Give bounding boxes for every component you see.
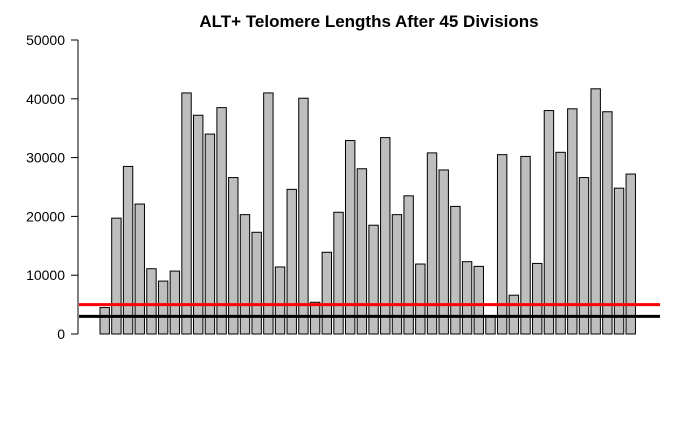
bar bbox=[473, 265, 484, 335]
bar bbox=[204, 133, 216, 335]
bar bbox=[193, 114, 204, 335]
bar bbox=[99, 307, 110, 335]
bars bbox=[99, 88, 636, 335]
bar bbox=[309, 301, 321, 335]
y-tick-label: 30000 bbox=[26, 150, 65, 166]
bar bbox=[157, 280, 169, 335]
bar bbox=[438, 169, 449, 335]
bar bbox=[567, 108, 578, 335]
bar bbox=[239, 214, 251, 335]
bar bbox=[590, 88, 601, 335]
bar bbox=[169, 270, 181, 335]
bar bbox=[602, 111, 613, 335]
bar bbox=[228, 177, 239, 335]
bar bbox=[216, 107, 227, 335]
bar bbox=[543, 110, 555, 335]
bar bbox=[298, 97, 309, 335]
bar bbox=[122, 165, 134, 335]
bar bbox=[532, 262, 543, 335]
bar bbox=[520, 155, 531, 335]
y-tick-label: 20000 bbox=[26, 208, 65, 224]
bar bbox=[496, 154, 508, 335]
bar bbox=[286, 188, 297, 335]
bar bbox=[461, 261, 473, 335]
bar bbox=[403, 195, 414, 335]
bar bbox=[321, 251, 333, 335]
bar bbox=[356, 168, 368, 335]
bar bbox=[578, 177, 590, 335]
bar bbox=[380, 137, 391, 335]
bar bbox=[391, 214, 403, 335]
bar bbox=[134, 203, 145, 335]
bar bbox=[426, 152, 438, 335]
reference-lines bbox=[79, 303, 660, 318]
bar bbox=[251, 231, 262, 335]
bar bbox=[508, 294, 520, 335]
bar bbox=[625, 173, 636, 335]
bar bbox=[368, 224, 379, 335]
bar bbox=[111, 217, 122, 335]
bar bbox=[146, 268, 157, 335]
bar bbox=[613, 187, 625, 335]
bar bbox=[450, 205, 461, 335]
bar bbox=[274, 266, 286, 335]
bar bbox=[555, 151, 566, 335]
y-axis: 0 10000 20000 30000 40000 50000 bbox=[26, 32, 79, 342]
bar bbox=[485, 316, 496, 335]
bar bbox=[333, 211, 344, 335]
bar bbox=[181, 92, 192, 335]
y-tick-label: 40000 bbox=[26, 91, 65, 107]
y-tick-label: 10000 bbox=[26, 267, 65, 283]
bar bbox=[344, 140, 356, 335]
chart-title: ALT+ Telomere Lengths After 45 Divisions bbox=[199, 12, 538, 31]
bar bbox=[415, 263, 426, 335]
y-tick-label: 0 bbox=[57, 326, 65, 342]
y-tick-label: 50000 bbox=[26, 32, 65, 48]
bar bbox=[263, 92, 274, 335]
